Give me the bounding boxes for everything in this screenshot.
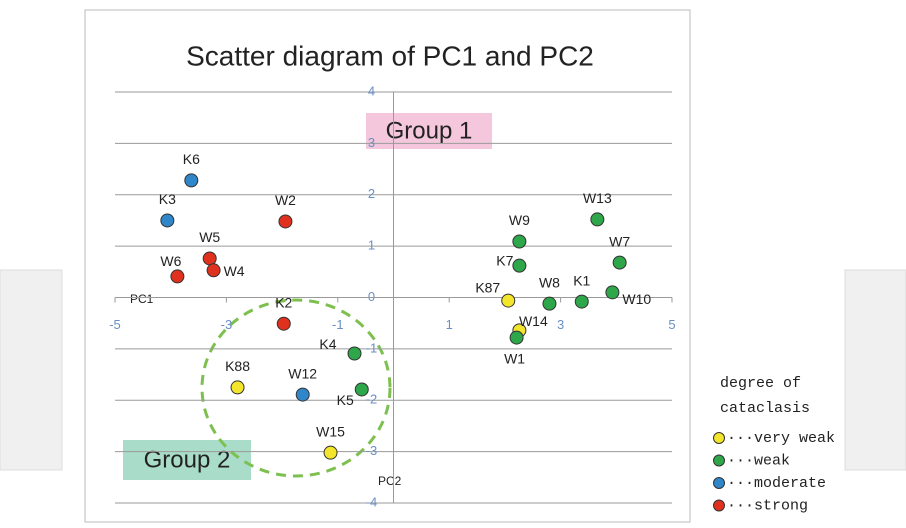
point — [323, 445, 338, 460]
point-label: W12 — [288, 365, 317, 381]
point — [574, 294, 589, 309]
point-label: W6 — [160, 253, 181, 269]
point — [512, 258, 527, 273]
point — [202, 251, 217, 266]
point — [612, 255, 627, 270]
legend-marker — [713, 499, 725, 512]
frame-left — [0, 269, 63, 471]
legend-marker — [713, 454, 725, 467]
point-label: K87 — [475, 279, 500, 295]
legend-label: ···very weak — [727, 430, 835, 447]
point-label: K5 — [337, 392, 354, 408]
point-label: K1 — [573, 272, 590, 288]
point — [170, 269, 185, 284]
y-axis-label: PC2 — [378, 474, 402, 488]
group2-label: Group 2 — [144, 446, 231, 473]
x-tick-label: 1 — [446, 317, 453, 332]
point — [605, 285, 620, 300]
legend-title: degree of — [720, 375, 801, 392]
point — [295, 387, 310, 402]
y-tick-label: 2 — [368, 186, 375, 201]
point — [501, 293, 516, 308]
point-label: W2 — [275, 192, 296, 208]
x-tick-label: -5 — [109, 317, 121, 332]
frame-right — [844, 269, 906, 471]
point-label: W9 — [509, 212, 530, 228]
point-label: K7 — [496, 252, 513, 268]
y-tick-label: -4 — [366, 494, 378, 509]
point-label: W13 — [583, 190, 612, 206]
plot-frame — [84, 9, 691, 523]
chart-title: Scatter diagram of PC1 and PC2 — [186, 40, 594, 71]
point-label: K4 — [319, 336, 336, 352]
point — [509, 330, 524, 345]
point — [278, 214, 293, 229]
point-label: W4 — [224, 263, 245, 279]
y-tick-label: 3 — [368, 135, 375, 150]
point — [184, 173, 199, 188]
group1-label: Group 1 — [386, 117, 473, 144]
y-tick-label: 0 — [368, 289, 375, 304]
y-tick-label: -1 — [366, 340, 378, 355]
legend-marker — [713, 432, 725, 444]
legend-title: cataclasis — [720, 400, 810, 417]
group2-box — [123, 440, 251, 480]
point-label: W14 — [519, 313, 548, 329]
point — [160, 213, 175, 228]
legend-label: ···weak — [727, 452, 790, 469]
point-label: W8 — [539, 274, 560, 290]
x-tick-label: -1 — [332, 317, 344, 332]
x-tick-label: 3 — [557, 317, 564, 332]
point-label: K2 — [275, 294, 292, 310]
point — [512, 234, 527, 249]
x-axis-label: PC1 — [130, 292, 154, 306]
point-label: W1 — [504, 350, 525, 366]
legend-label: ···moderate — [727, 475, 826, 492]
point-label: W5 — [199, 229, 220, 245]
point — [542, 296, 557, 311]
y-tick-label: -3 — [366, 443, 378, 458]
point — [347, 346, 362, 361]
legend-label: ···strong — [727, 497, 808, 514]
point — [276, 316, 291, 331]
y-tick-label: -2 — [366, 392, 378, 407]
point — [590, 212, 605, 227]
point — [354, 382, 369, 397]
point — [230, 380, 245, 395]
legend-marker — [713, 477, 725, 489]
point — [206, 263, 221, 278]
point-label: K6 — [183, 151, 200, 167]
point-label: W10 — [622, 291, 651, 307]
group2-circle — [200, 298, 392, 478]
x-tick-label: 5 — [668, 317, 675, 332]
point-label: K88 — [225, 358, 250, 374]
x-tick-label: -3 — [221, 317, 233, 332]
point-label: W7 — [609, 233, 630, 249]
y-tick-label: 4 — [368, 83, 375, 98]
y-tick-label: 1 — [368, 238, 375, 253]
point-label: W15 — [316, 423, 345, 439]
point-label: K3 — [159, 191, 176, 207]
